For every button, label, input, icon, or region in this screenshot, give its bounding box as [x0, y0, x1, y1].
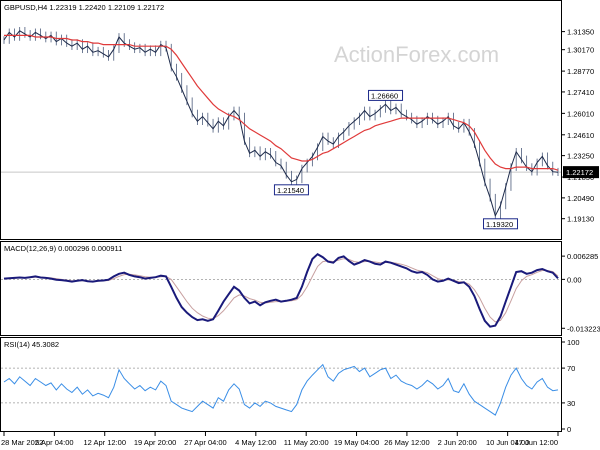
price-tick-label: 1.20490 [567, 194, 594, 203]
current-price-box [563, 166, 599, 179]
macd-tick-label: -0.013223 [567, 324, 600, 333]
rsi-tick-label: 70 [567, 364, 575, 373]
price-tick-label: 1.27410 [567, 88, 594, 97]
rsi-header: RSI(14) 45.3082 [4, 340, 59, 349]
time-tick-label: 19 Apr 20:00 [134, 438, 177, 447]
annotation-label: 1.26660 [371, 91, 398, 100]
annotation-label: 1.21540 [277, 186, 304, 195]
time-tick-label: 28 Mar 2022 [1, 438, 43, 447]
macd-tick-label: 0.00 [567, 275, 582, 284]
macd-axis: 0.006285 0.00 -0.013223 [561, 252, 600, 333]
price-tick-label: 1.30170 [567, 46, 594, 55]
rsi-tick-label: 30 [567, 399, 575, 408]
macd-header: MACD(12,26,9) 0.000296 0.000911 [4, 244, 122, 253]
price-annotations: 1.26660 1.21540 1.19320 [273, 89, 519, 230]
price-tick-label: 1.24610 [567, 131, 594, 140]
price-close-line [3, 30, 559, 218]
macd-main-line [3, 252, 559, 328]
rsi-line [3, 363, 559, 416]
price-tick-label: 1.26010 [567, 109, 594, 118]
macd-series-group [1, 252, 561, 328]
time-tick-label: 19 May 04:00 [334, 438, 379, 447]
symbol-info: GBPUSD,H4 1.22319 1.22420 1.22109 1.2217… [4, 3, 164, 12]
time-tick-label: 4 May 12:00 [235, 438, 276, 447]
time-tick-label: 17 Jun 12:00 [515, 438, 558, 447]
moving-average-line [4, 34, 559, 171]
price-axis: 1.31350 1.30170 1.28770 1.27410 1.26010 1.246… [561, 28, 594, 224]
time-tick-label: 26 May 12:00 [384, 438, 429, 447]
rsi-panel-frame [0, 337, 562, 432]
price-panel-frame [0, 0, 562, 240]
price-tick-label: 1.28770 [567, 67, 594, 76]
annotation-box [483, 218, 519, 230]
macd-panel-frame [0, 241, 562, 336]
time-tick-label: 5 Apr 04:00 [35, 438, 73, 447]
rsi-series-group [1, 363, 561, 416]
price-tick-label: 1.31350 [567, 28, 594, 37]
macd-tick-label: 0.006285 [567, 252, 598, 261]
time-tick-label: 2 Jun 20:00 [438, 438, 477, 447]
current-price-tag: 1.22172 [563, 166, 599, 179]
time-tick-label: 10 Jun 04:00 [486, 438, 529, 447]
annotation-label: 1.19320 [486, 220, 513, 229]
price-tick-label: 1.19130 [567, 215, 594, 224]
rsi-tick-label: 0 [567, 425, 571, 434]
annotation-box [368, 89, 404, 101]
time-tick-label: 12 Apr 12:00 [83, 438, 126, 447]
rsi-axis: 100 70 30 0 [561, 338, 580, 434]
price-series-group [3, 27, 559, 220]
annotation-box [273, 184, 309, 196]
price-tick-label: 1.23250 [567, 152, 594, 161]
rsi-tick-label: 100 [567, 338, 580, 347]
current-price-label: 1.22172 [566, 168, 593, 177]
watermark: ActionForex.com [334, 42, 499, 67]
time-tick-label: 27 Apr 04:00 [184, 438, 227, 447]
time-tick-label: 11 May 20:00 [284, 438, 329, 447]
